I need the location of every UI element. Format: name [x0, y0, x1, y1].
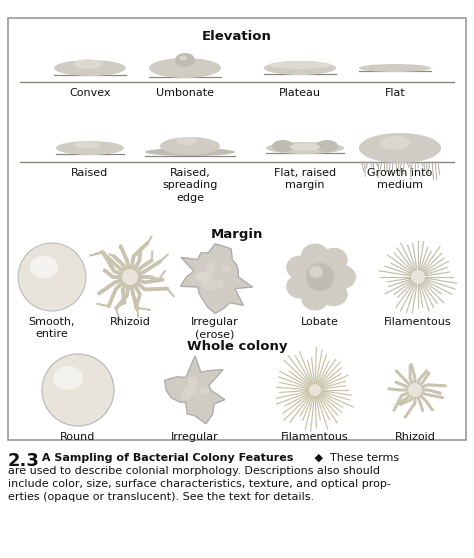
Ellipse shape	[160, 137, 220, 155]
Text: A Sampling of Bacterial Colony Features: A Sampling of Bacterial Colony Features	[38, 453, 293, 463]
Ellipse shape	[286, 275, 314, 299]
Ellipse shape	[149, 58, 221, 78]
Ellipse shape	[195, 272, 211, 281]
Ellipse shape	[359, 64, 431, 72]
Ellipse shape	[176, 137, 198, 145]
Text: Growth into
medium: Growth into medium	[367, 168, 433, 190]
Ellipse shape	[272, 140, 294, 152]
Text: Irregular: Irregular	[171, 432, 219, 442]
Text: Lobate: Lobate	[301, 317, 339, 327]
Text: Round: Round	[60, 432, 96, 442]
Ellipse shape	[175, 53, 195, 67]
Ellipse shape	[199, 388, 210, 394]
Ellipse shape	[301, 243, 329, 267]
Ellipse shape	[179, 55, 187, 60]
Ellipse shape	[184, 386, 196, 395]
Ellipse shape	[181, 391, 192, 400]
Ellipse shape	[53, 366, 83, 390]
Ellipse shape	[188, 377, 198, 386]
Ellipse shape	[408, 383, 422, 397]
Ellipse shape	[206, 263, 216, 275]
Ellipse shape	[145, 148, 235, 156]
Text: include color, size, surface characteristics, texture, and optical prop-: include color, size, surface characteris…	[8, 479, 391, 489]
Ellipse shape	[286, 256, 314, 280]
Ellipse shape	[18, 243, 86, 311]
Ellipse shape	[266, 142, 344, 154]
Ellipse shape	[216, 279, 224, 288]
Polygon shape	[181, 244, 253, 314]
Ellipse shape	[411, 270, 425, 284]
Text: Raised: Raised	[72, 168, 109, 178]
Ellipse shape	[54, 60, 126, 76]
Ellipse shape	[309, 266, 323, 278]
Text: Umbonate: Umbonate	[156, 88, 214, 98]
Ellipse shape	[380, 136, 410, 150]
Text: Rhizoid: Rhizoid	[394, 432, 436, 442]
Ellipse shape	[320, 248, 348, 272]
Text: Raised,
spreading
edge: Raised, spreading edge	[162, 168, 218, 203]
Ellipse shape	[316, 140, 338, 152]
Ellipse shape	[74, 142, 100, 148]
Text: Margin: Margin	[211, 228, 263, 241]
Text: Whole colony: Whole colony	[187, 340, 287, 353]
Text: Filamentous: Filamentous	[384, 317, 452, 327]
Text: are used to describe colonial morphology. Descriptions also should: are used to describe colonial morphology…	[8, 466, 380, 476]
Text: Irregular
(erose): Irregular (erose)	[191, 317, 239, 339]
Ellipse shape	[197, 271, 210, 283]
Text: Flat, raised
margin: Flat, raised margin	[274, 168, 336, 190]
Text: Flat: Flat	[384, 88, 405, 98]
Text: Rhizoid: Rhizoid	[109, 317, 150, 327]
Ellipse shape	[309, 384, 321, 396]
Ellipse shape	[320, 282, 348, 306]
Ellipse shape	[301, 286, 329, 310]
Ellipse shape	[269, 61, 331, 69]
Ellipse shape	[56, 141, 124, 155]
Ellipse shape	[290, 143, 320, 151]
Text: Smooth,
entire: Smooth, entire	[29, 317, 75, 339]
Text: Plateau: Plateau	[279, 88, 321, 98]
Ellipse shape	[202, 278, 217, 290]
Ellipse shape	[122, 269, 138, 285]
Text: These terms: These terms	[330, 453, 399, 463]
Ellipse shape	[264, 61, 336, 75]
Polygon shape	[165, 356, 225, 424]
Ellipse shape	[306, 263, 334, 291]
Text: Convex: Convex	[69, 88, 111, 98]
Ellipse shape	[328, 265, 356, 289]
Text: Filamentous: Filamentous	[281, 432, 349, 442]
Ellipse shape	[359, 133, 441, 163]
Text: Elevation: Elevation	[202, 30, 272, 43]
Bar	[8, 18, 466, 440]
Ellipse shape	[30, 256, 58, 278]
Ellipse shape	[42, 354, 114, 426]
Ellipse shape	[222, 266, 230, 273]
Text: erties (opaque or translucent). See the text for details.: erties (opaque or translucent). See the …	[8, 492, 314, 502]
Ellipse shape	[74, 59, 102, 69]
Text: ◆: ◆	[311, 453, 327, 463]
Text: 2.3: 2.3	[8, 452, 40, 470]
